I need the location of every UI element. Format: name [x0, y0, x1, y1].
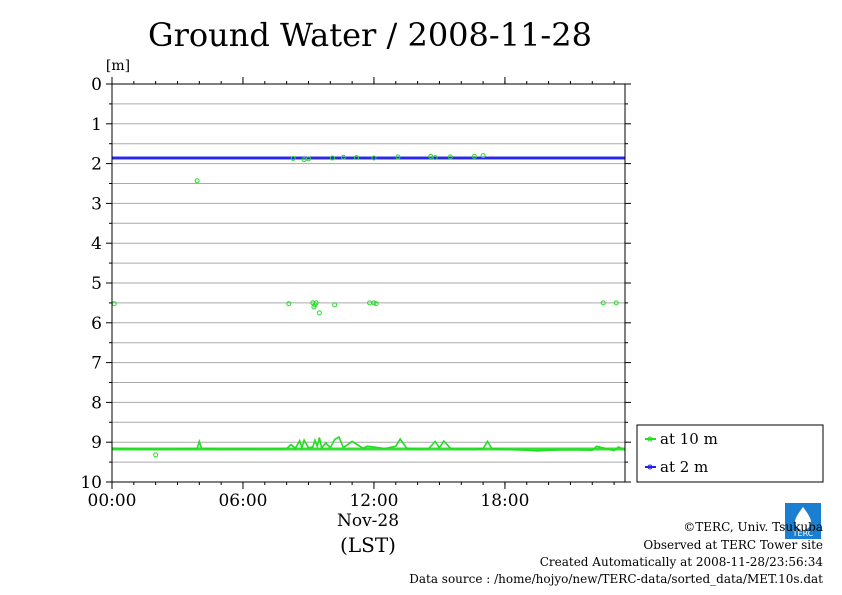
water-drop-icon [795, 507, 811, 530]
logo-text: TERC [792, 529, 814, 538]
plot-frame [111, 83, 626, 483]
x-tick-label: 06:00 [218, 491, 267, 511]
legend-label-2m: at 2 m [660, 458, 708, 476]
scatter-point-2m [471, 153, 477, 159]
scatter-point-2m [290, 155, 296, 161]
scatter-point-2m [447, 154, 453, 160]
scatter-point-10m [153, 452, 159, 458]
y-tick-label: 3 [91, 194, 102, 214]
y-tick-label: 1 [91, 115, 102, 135]
legend-box [636, 424, 824, 483]
date-label: Nov-28 [337, 511, 399, 531]
scatter-point-2m [432, 155, 438, 161]
plot-data [111, 153, 626, 458]
x-tick-label: 18:00 [480, 491, 529, 511]
y-tick-label: 6 [91, 314, 102, 334]
scatter-point-2m [395, 154, 401, 160]
scatter-point-2m [371, 155, 377, 161]
scatter-point-10m [613, 300, 619, 306]
x-tick-label: 00:00 [88, 491, 137, 511]
scatter-point-10m [373, 301, 379, 307]
copyright-text: ©TERC, Univ. Tsukuba [683, 520, 823, 534]
x-tick-label: 12:00 [349, 491, 398, 511]
y-tick-label: 0 [91, 75, 102, 95]
y-axis-ticks: 0 1 2 3 4 5 6 7 8 9 10 [80, 75, 631, 493]
scatter-point-2m [428, 153, 434, 159]
legend-marker-10m [647, 436, 653, 442]
y-tick-label: 7 [91, 354, 102, 374]
x-axis-ticks: 00:00 06:00 12:00 18:00 [88, 77, 615, 511]
x-axis-unit: (LST) [340, 533, 396, 557]
chart-title: Ground Water / 2008-11-28 [148, 16, 592, 54]
scatter-point-10m [332, 302, 338, 308]
scatter-point-2m [340, 154, 346, 160]
terc-logo: TERC [785, 503, 821, 539]
y-tick-label: 2 [91, 155, 102, 175]
y-axis-label: [m] [106, 58, 130, 74]
y-tick-label: 4 [91, 234, 102, 254]
scatter-point-10m [111, 301, 117, 307]
series-line-0 [111, 435, 626, 452]
observed-text: Observed at TERC Tower site [643, 538, 823, 552]
legend-label-10m: at 10 m [660, 430, 718, 448]
source-text: Data source : /home/hojyo/new/TERC-data/… [409, 572, 823, 586]
y-tick-label: 5 [91, 274, 102, 294]
scatter-point-10m [313, 300, 319, 306]
legend: at 10 m at 2 m [636, 424, 824, 483]
scatter-point-10m [316, 310, 322, 316]
scatter-point-2m [305, 156, 311, 162]
y-tick-label: 8 [91, 393, 102, 413]
scatter-point-10m [600, 300, 606, 306]
y-tick-label: 9 [91, 433, 102, 453]
scatter-point-10m [286, 301, 292, 307]
scatter-point-2m [353, 155, 359, 161]
scatter-point-10m [194, 178, 200, 184]
grid [112, 103, 625, 463]
scatter-point-2m [480, 153, 486, 159]
y-tick-label: 10 [80, 473, 102, 493]
legend-marker-2m [647, 464, 653, 470]
created-text: Created Automatically at 2008-11-28/23:5… [540, 555, 824, 569]
scatter-point-2m [329, 155, 335, 161]
